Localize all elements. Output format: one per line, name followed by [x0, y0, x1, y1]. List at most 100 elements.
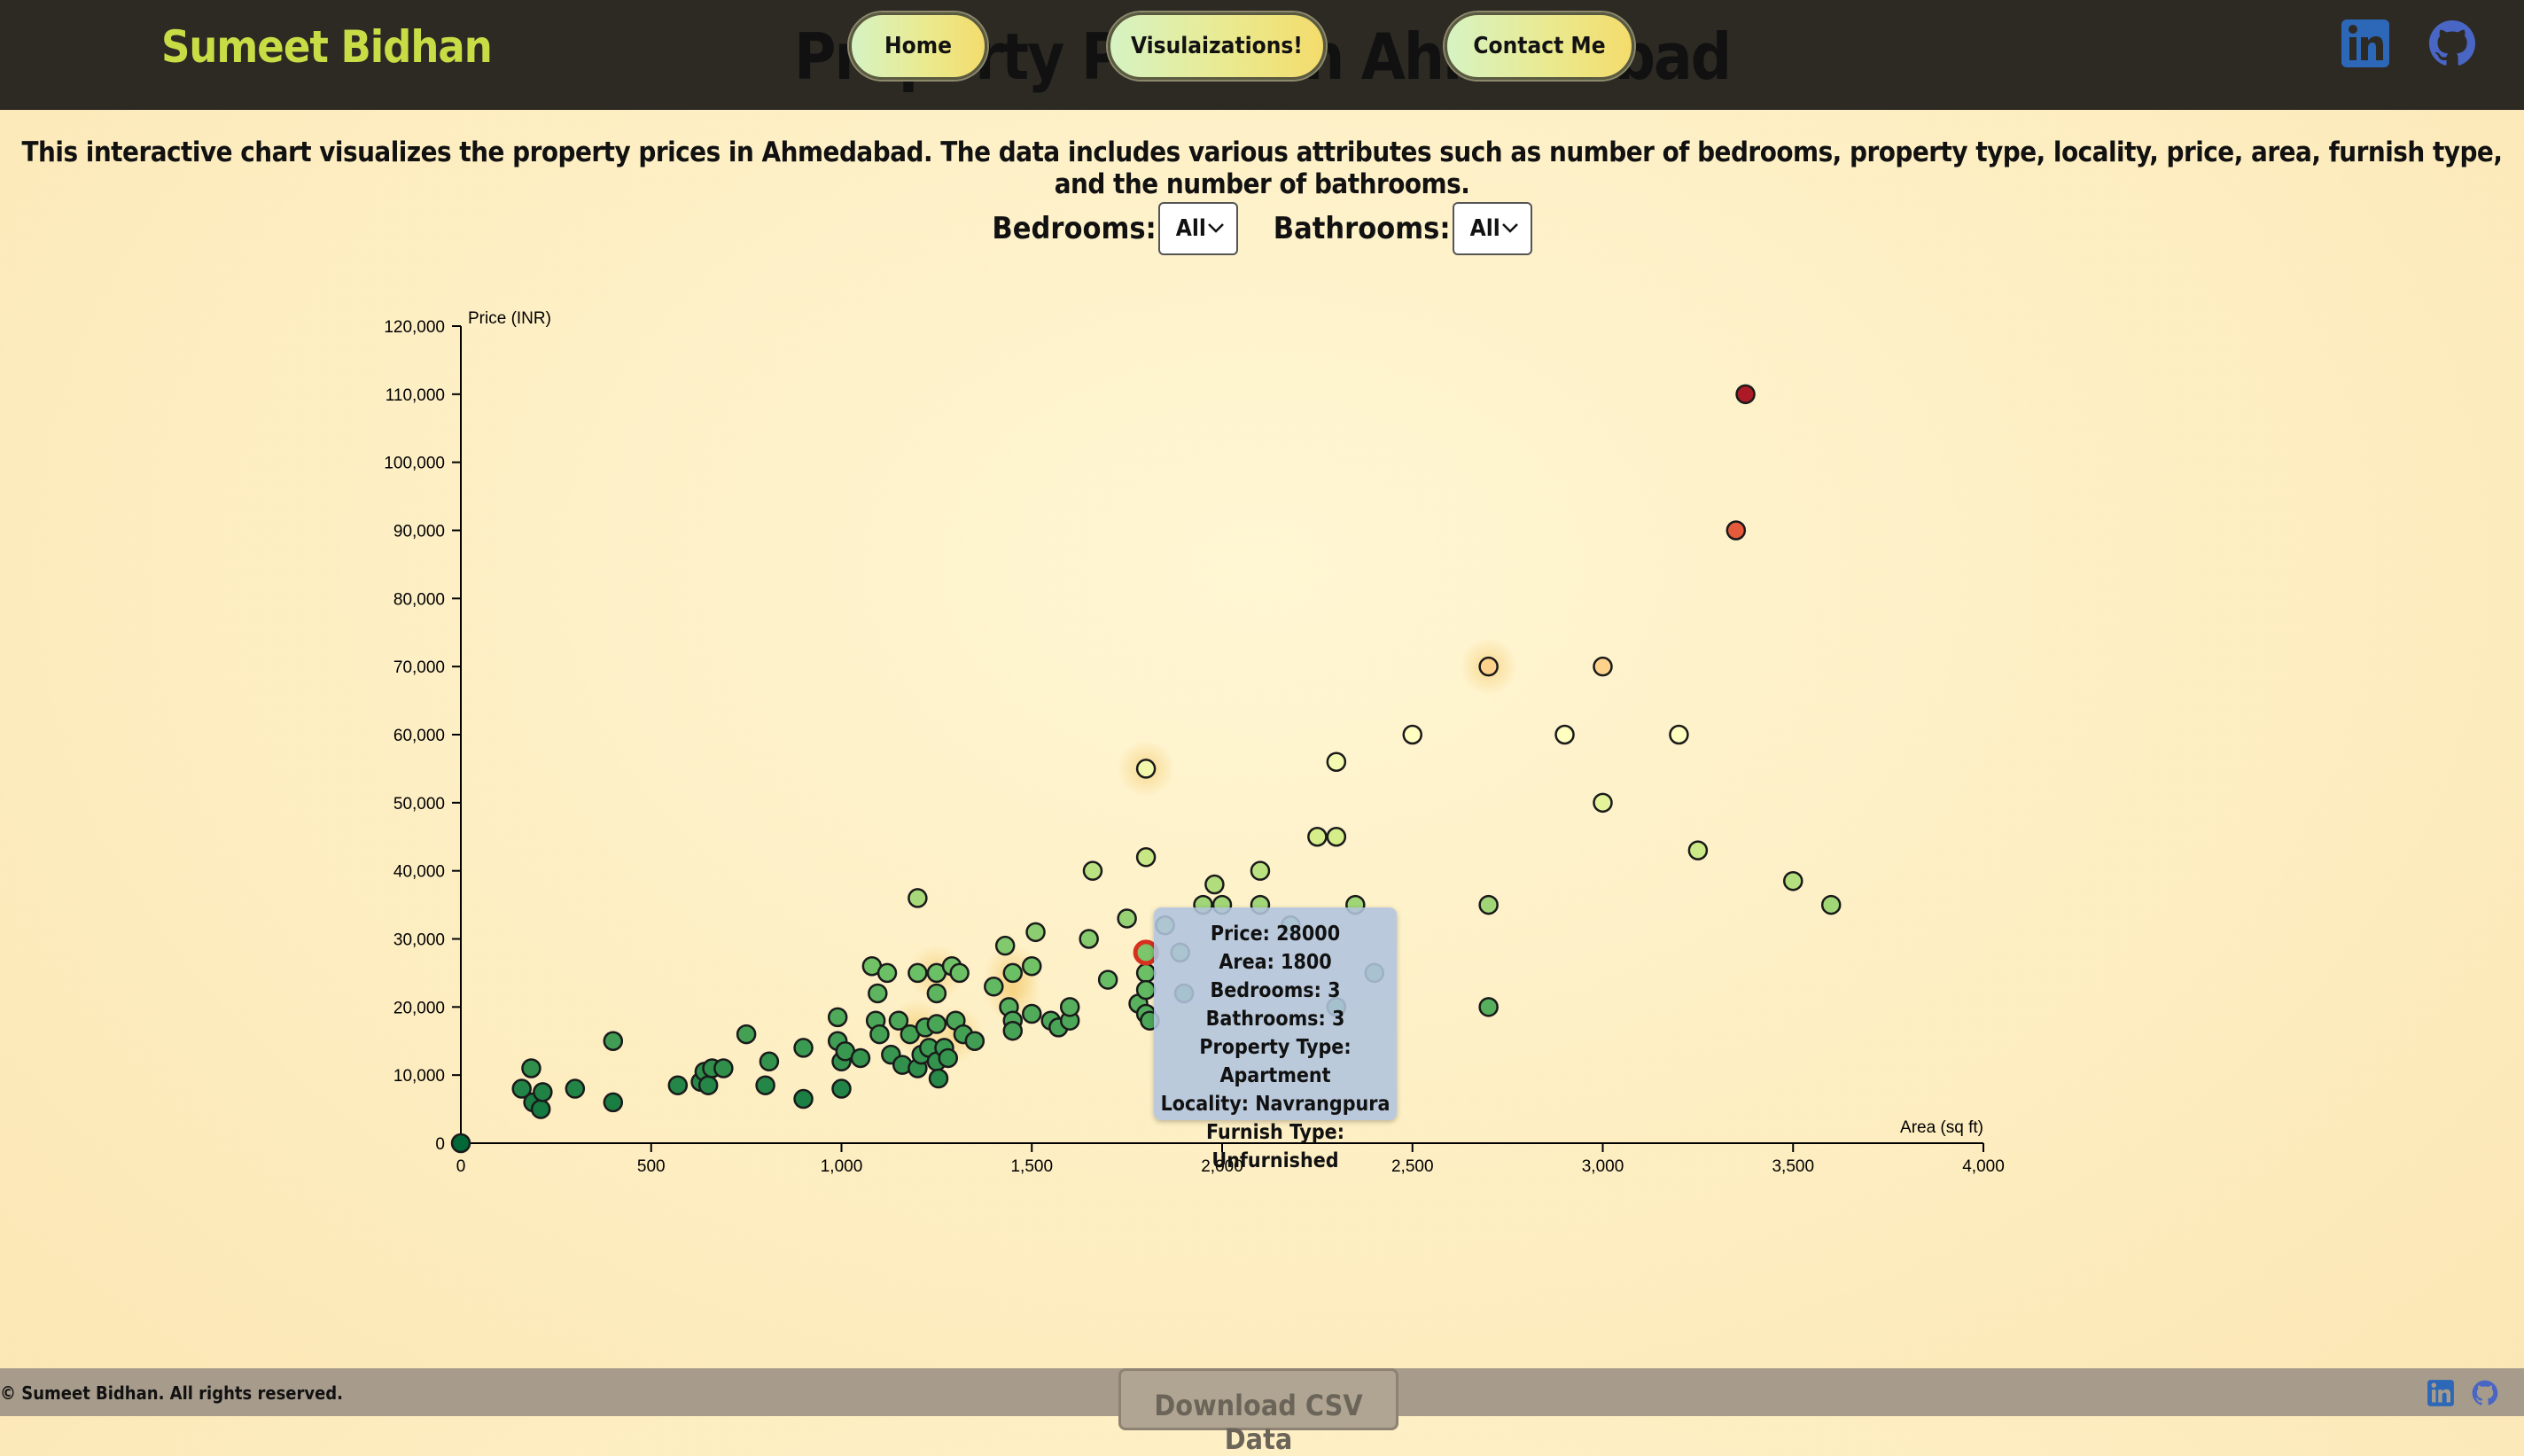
- data-point: [1735, 384, 1756, 405]
- y-tick-label: 10,000: [393, 1067, 445, 1086]
- data-point: [984, 977, 1004, 997]
- x-tick-label: 500: [637, 1157, 666, 1176]
- y-tick-label: 50,000: [393, 795, 445, 814]
- x-tick-label: 0: [456, 1157, 466, 1176]
- y-tick-label: 30,000: [393, 931, 445, 950]
- data-point: [1478, 656, 1499, 677]
- data-point: [1593, 656, 1613, 677]
- data-point: [1783, 870, 1803, 892]
- x-tick-label: 1,000: [821, 1157, 863, 1176]
- bedrooms-select[interactable]: All: [1157, 202, 1238, 255]
- bedrooms-label: Bedrooms:: [992, 211, 1157, 246]
- data-point: [530, 1099, 551, 1119]
- nav-visualizations-button[interactable]: Visulaizations!: [1108, 12, 1326, 80]
- y-tick-label: 90,000: [393, 523, 445, 541]
- data-point: [1059, 997, 1080, 1017]
- data-point: [1022, 955, 1042, 977]
- data-point: [1554, 724, 1575, 745]
- bathrooms-select-value: All: [1469, 215, 1500, 242]
- y-tick-label: 40,000: [393, 863, 445, 882]
- y-axis-label: Price (INR): [468, 309, 551, 328]
- data-point: [827, 1007, 848, 1028]
- copyright-text: © Sumeet Bidhan. All rights reserved.: [0, 1382, 344, 1404]
- data-point: [831, 1078, 852, 1099]
- data-point: [1002, 962, 1024, 984]
- data-point: [759, 1051, 780, 1072]
- data-point: [1082, 860, 1103, 881]
- tooltip-bathrooms: Bathrooms: 3: [1205, 1008, 1345, 1031]
- tooltip-property-type: Property Type: Apartment: [1199, 1036, 1352, 1087]
- chevron-down-icon: [1207, 223, 1224, 233]
- bedrooms-select-value: All: [1175, 215, 1206, 242]
- data-point: [850, 1047, 871, 1069]
- data-point: [450, 1133, 471, 1154]
- y-tick-label: 60,000: [393, 727, 445, 745]
- y-tick-label: 80,000: [393, 590, 445, 609]
- data-point: [868, 983, 888, 1004]
- data-point: [793, 1038, 814, 1058]
- data-point: [1726, 520, 1747, 541]
- data-point: [736, 1024, 757, 1045]
- x-tick-label: 4,000: [1962, 1157, 2005, 1176]
- data-point: [1307, 827, 1328, 847]
- data-point: [876, 962, 898, 984]
- data-point: [994, 935, 1016, 956]
- data-point: [565, 1078, 586, 1099]
- nav-home-button[interactable]: Home: [849, 12, 987, 80]
- data-point: [908, 962, 928, 984]
- data-point: [1022, 1003, 1042, 1024]
- data-point: [1478, 997, 1499, 1017]
- y-tick-label: 120,000: [384, 318, 445, 337]
- data-point: [1593, 792, 1613, 814]
- linkedin-icon[interactable]: [2427, 1379, 2455, 1407]
- tooltip-price: Price: 28000: [1210, 923, 1341, 946]
- data-point: [1687, 840, 1709, 860]
- data-point: [1097, 969, 1118, 990]
- data-point: [521, 1058, 541, 1078]
- data-point: [793, 1088, 814, 1110]
- github-icon[interactable]: [2471, 1379, 2499, 1407]
- y-tick-label: 0: [435, 1135, 445, 1154]
- data-point: [908, 888, 928, 908]
- data-point: [1326, 827, 1347, 847]
- data-point: [603, 1031, 624, 1051]
- tooltip-furnish-type: Furnish Type: Unfurnished: [1205, 1121, 1344, 1172]
- github-icon[interactable]: [2427, 18, 2478, 69]
- download-csv-button[interactable]: Download CSV Data: [1118, 1368, 1398, 1456]
- data-point: [926, 1014, 947, 1034]
- data-point: [697, 1075, 719, 1095]
- data-point: [1135, 979, 1157, 1001]
- data-point: [1478, 894, 1499, 915]
- data-point: [713, 1058, 734, 1078]
- data-point: [869, 1024, 890, 1045]
- data-point: [928, 1068, 949, 1089]
- tooltip-locality: Locality: Navrangpura: [1160, 1093, 1391, 1116]
- data-point: [1002, 1020, 1024, 1041]
- data-point: [1326, 751, 1347, 772]
- data-point: [603, 1092, 624, 1113]
- y-tick-label: 100,000: [384, 455, 445, 473]
- x-tick-label: 2,500: [1391, 1157, 1434, 1176]
- linkedin-icon[interactable]: [2340, 18, 2391, 69]
- data-point: [667, 1075, 689, 1095]
- data-point: [1079, 929, 1099, 949]
- nav-contact-button[interactable]: Contact Me: [1445, 12, 1634, 80]
- data-point: [1117, 908, 1137, 929]
- data-point: [1820, 894, 1842, 915]
- data-point: [1135, 847, 1157, 868]
- bathrooms-select[interactable]: All: [1452, 202, 1532, 255]
- brand-name[interactable]: Sumeet Bidhan: [161, 21, 493, 73]
- y-tick-label: 70,000: [393, 658, 445, 677]
- x-tick-label: 1,500: [1010, 1157, 1053, 1176]
- bathrooms-label: Bathrooms:: [1273, 211, 1451, 246]
- x-tick-label: 3,000: [1582, 1157, 1624, 1176]
- scatter-chart: 0 500 1,000 1,500 2,000 2,500 3,000 3,500 4,000 0…: [384, 309, 2005, 1176]
- x-axis-label: Area (sq ft): [1900, 1118, 1983, 1137]
- data-point: [1402, 724, 1422, 745]
- data-point: [533, 1082, 553, 1102]
- data-point: [1204, 874, 1225, 895]
- data-point: [1135, 962, 1157, 984]
- data-point: [888, 1010, 909, 1031]
- x-tick-label: 2,000: [1201, 1157, 1243, 1176]
- chart-description: This interactive chart visualizes the pr…: [21, 136, 2503, 200]
